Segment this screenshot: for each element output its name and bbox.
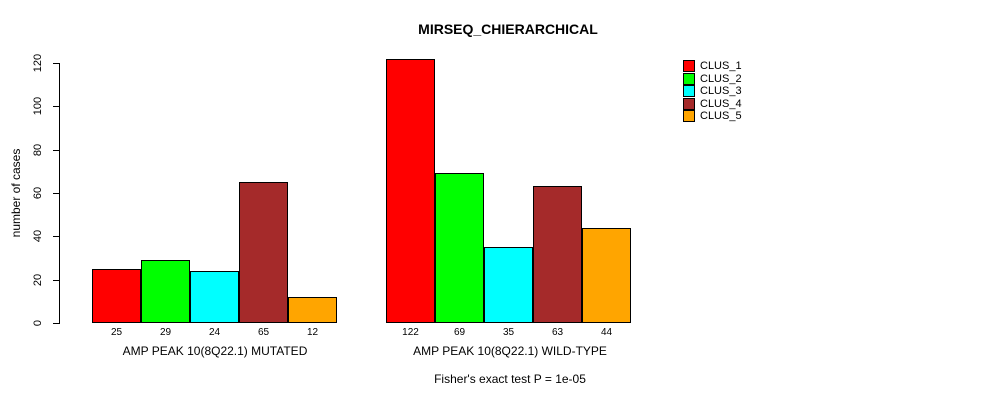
y-tick-label-0: 0 bbox=[32, 319, 44, 327]
group-label-wildtype: AMP PEAK 10(8Q22.1) WILD-TYPE bbox=[413, 344, 607, 358]
legend-swatch-clus_5 bbox=[683, 110, 695, 123]
legend-label-clus_5: CLUS_5 bbox=[700, 110, 742, 123]
y-tick-60 bbox=[53, 193, 60, 194]
bar-clus_1-wildtype bbox=[386, 59, 435, 323]
y-tick-label-60: 60 bbox=[32, 186, 44, 200]
legend-label-clus_2: CLUS_2 bbox=[700, 72, 742, 85]
y-tick-label-120: 120 bbox=[32, 53, 44, 73]
bar-clus_5-mutated bbox=[288, 297, 337, 323]
legend-item-clus_3: CLUS_3 bbox=[683, 85, 742, 98]
legend-item-clus_1: CLUS_1 bbox=[683, 60, 742, 73]
y-tick-120 bbox=[53, 63, 60, 64]
legend-swatch-clus_3 bbox=[683, 85, 695, 98]
bar-value-clus_1-wildtype: 122 bbox=[402, 327, 419, 338]
legend-item-clus_4: CLUS_4 bbox=[683, 97, 742, 111]
y-tick-label-20: 20 bbox=[32, 273, 44, 287]
legend-item-clus_2: CLUS_2 bbox=[683, 72, 742, 86]
bar-value-clus_5-wildtype: 44 bbox=[600, 327, 613, 338]
legend-swatch-clus_2 bbox=[683, 72, 695, 85]
bar-value-clus_1-mutated: 25 bbox=[110, 327, 123, 338]
legend-item-clus_5: CLUS_5 bbox=[683, 110, 742, 123]
y-tick-20 bbox=[53, 280, 60, 281]
y-tick-label-40: 40 bbox=[32, 229, 44, 243]
legend-label-clus_1: CLUS_1 bbox=[700, 60, 742, 73]
y-tick-80 bbox=[53, 150, 60, 151]
legend-label-clus_4: CLUS_4 bbox=[700, 97, 742, 110]
bar-value-clus_2-mutated: 29 bbox=[159, 327, 172, 338]
y-tick-40 bbox=[53, 236, 60, 237]
bar-value-clus_3-wildtype: 35 bbox=[502, 327, 515, 338]
y-tick-100 bbox=[53, 106, 60, 107]
y-tick-label-80: 80 bbox=[32, 143, 44, 157]
bar-clus_3-wildtype bbox=[484, 247, 533, 323]
bar-value-clus_2-wildtype: 69 bbox=[453, 327, 466, 338]
bar-clus_3-mutated bbox=[190, 271, 239, 323]
fishers-test-caption: Fisher's exact test P = 1e-05 bbox=[434, 372, 586, 386]
bar-clus_2-mutated bbox=[141, 260, 190, 323]
bar-value-clus_4-mutated: 65 bbox=[257, 327, 270, 338]
group-label-mutated: AMP PEAK 10(8Q22.1) MUTATED bbox=[122, 344, 308, 358]
legend-label-clus_3: CLUS_3 bbox=[700, 85, 742, 98]
legend-swatch-clus_1 bbox=[683, 60, 695, 73]
bar-clus_1-mutated bbox=[92, 269, 141, 323]
legend-swatch-clus_4 bbox=[683, 97, 695, 110]
bar-clus_4-mutated bbox=[239, 182, 288, 323]
y-axis-label: number of cases bbox=[9, 148, 23, 238]
y-tick-0 bbox=[53, 323, 60, 324]
bar-value-clus_4-wildtype: 63 bbox=[551, 327, 564, 338]
y-tick-label-100: 100 bbox=[32, 96, 44, 116]
bar-clus_2-wildtype bbox=[435, 173, 484, 323]
bar-clus_4-wildtype bbox=[533, 186, 582, 323]
bar-clus_5-wildtype bbox=[582, 228, 631, 323]
bar-value-clus_3-mutated: 24 bbox=[208, 327, 221, 338]
chart-title: MIRSEQ_CHIERARCHICAL bbox=[418, 21, 598, 37]
legend: CLUS_1 CLUS_2 CLUS_3 CLUS_4 CLUS_5 bbox=[683, 60, 742, 123]
bar-value-clus_5-mutated: 12 bbox=[306, 327, 319, 338]
